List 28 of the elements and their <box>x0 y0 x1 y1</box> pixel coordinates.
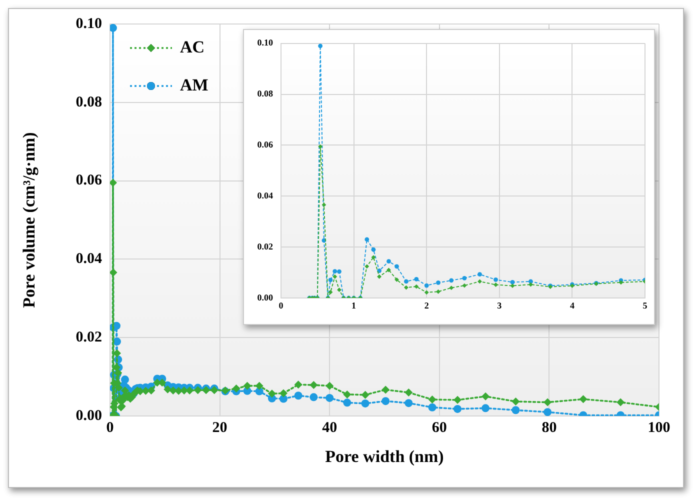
y-tick-label: 0.04 <box>257 190 274 200</box>
x-tick-label: 80 <box>542 420 557 436</box>
y-tick-label: 0.10 <box>257 38 274 48</box>
x-tick-label: 0 <box>106 420 114 436</box>
y-tick-label: 0.00 <box>76 408 102 424</box>
y-axis-title: Pore volume (cm³/g·nm) <box>20 132 39 308</box>
x-tick-label: 60 <box>432 420 447 436</box>
legend-label: AM <box>180 75 208 94</box>
legend-label: AC <box>180 37 205 56</box>
y-tick-label: 0.00 <box>257 292 274 302</box>
x-tick-label: 5 <box>642 300 648 311</box>
x-tick-label: 40 <box>322 420 338 436</box>
y-tick-label: 0.08 <box>76 94 102 110</box>
y-tick-label: 0.10 <box>76 16 102 32</box>
x-tick-label: 2 <box>424 300 430 311</box>
y-tick-label: 0.06 <box>76 172 102 189</box>
x-axis-title: Pore width (nm) <box>325 447 444 466</box>
x-tick-label: 3 <box>497 300 502 311</box>
y-tick-label: 0.06 <box>257 140 274 150</box>
y-tick-label: 0.08 <box>257 88 274 99</box>
y-tick-label: 0.04 <box>76 251 102 268</box>
x-tick-label: 100 <box>648 420 670 436</box>
x-tick-label: 20 <box>212 420 228 436</box>
x-tick-label: 0 <box>278 300 284 311</box>
x-tick-label: 4 <box>570 300 575 311</box>
y-tick-label: 0.02 <box>257 241 274 252</box>
y-tick-label: 0.02 <box>76 329 102 346</box>
x-tick-label: 1 <box>352 300 357 311</box>
